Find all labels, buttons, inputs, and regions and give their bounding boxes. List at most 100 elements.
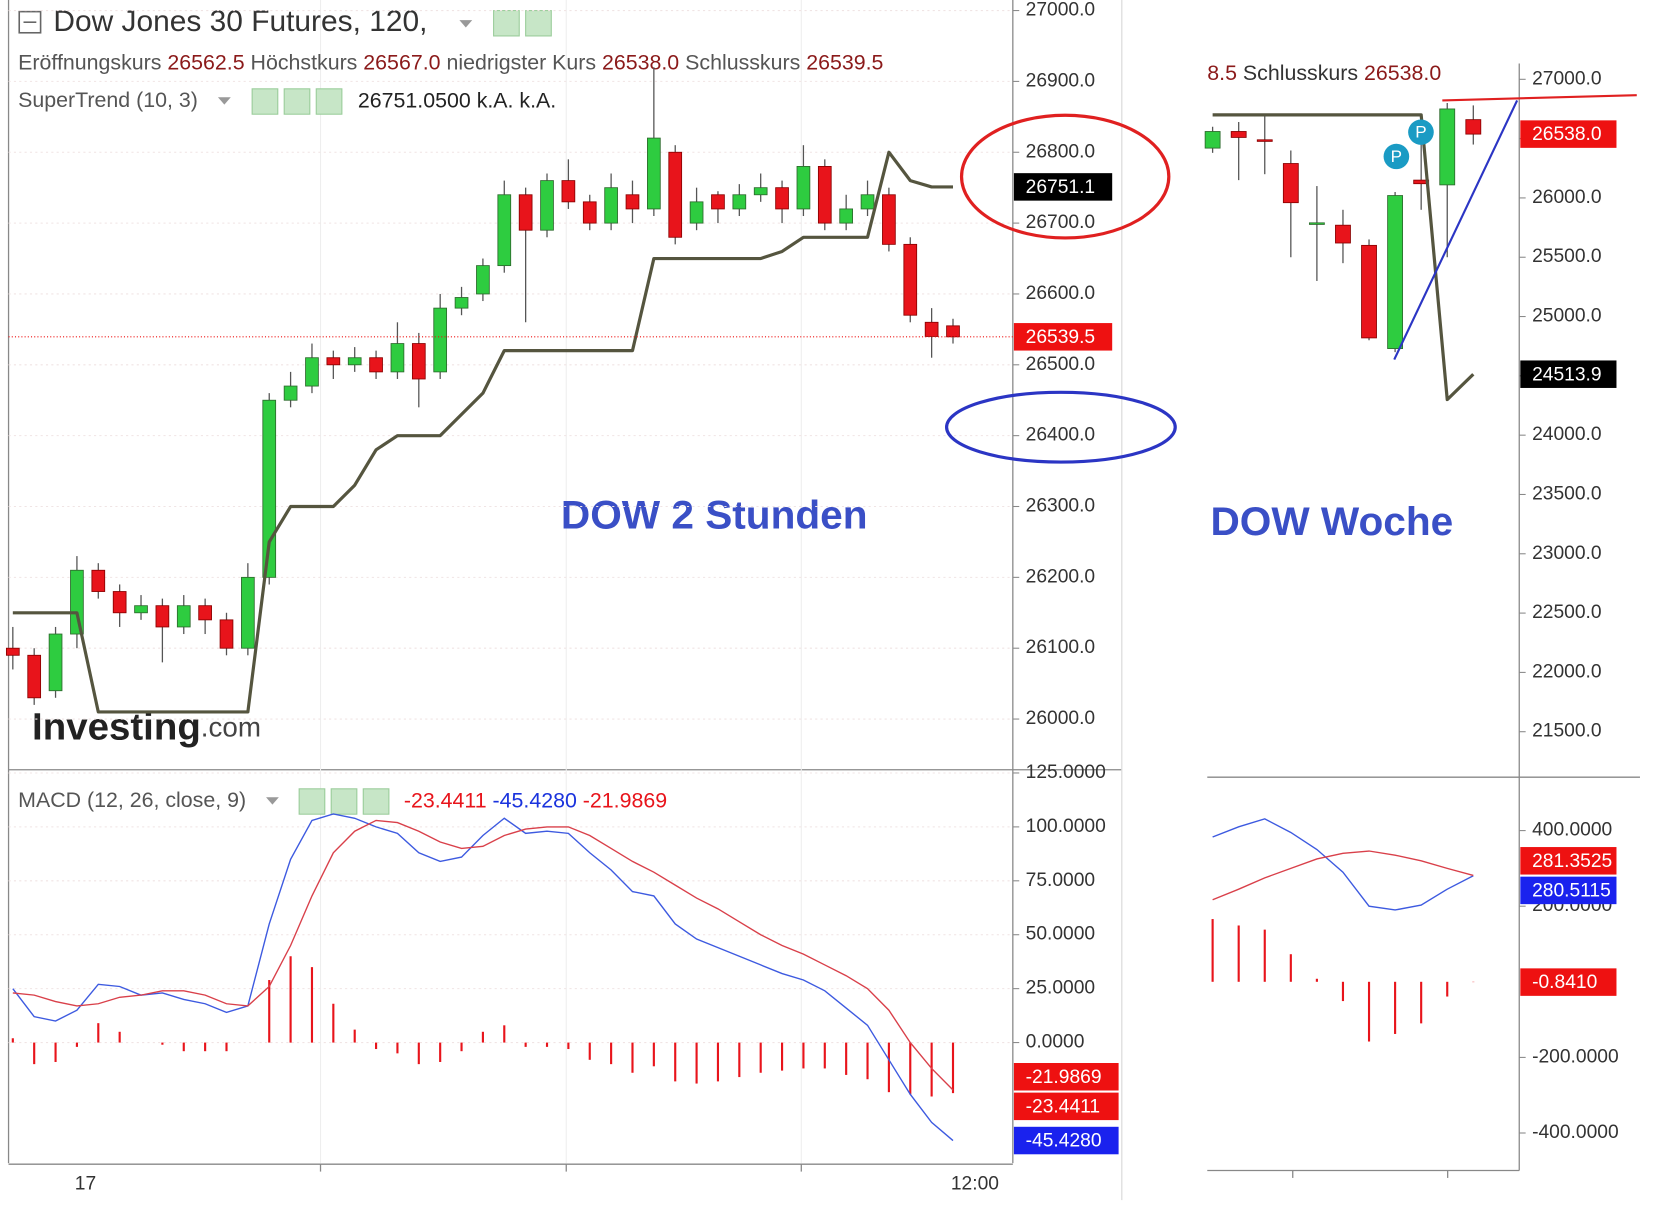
y-tick-label: 25000.0	[1532, 306, 1601, 327]
candle-body	[262, 399, 277, 578]
candle-body	[668, 151, 683, 238]
legend-value: 26567.0	[363, 50, 440, 74]
candle-body	[604, 187, 618, 224]
macd-values: -23.4411 -45.4280 -21.9869	[404, 788, 667, 812]
candle-body	[411, 343, 426, 380]
indicator-value: 26751.0500	[358, 88, 471, 112]
y-tick-label: 26800.0	[1026, 141, 1095, 162]
y-tick-label: 26300.0	[1026, 496, 1095, 517]
price-tag-label: 26751.1	[1026, 177, 1095, 198]
ohlc-legend: Eröffnungskurs 26562.5 Höchstkurs 26567.…	[18, 50, 883, 74]
candle-body	[839, 208, 854, 224]
candle-body	[283, 385, 298, 401]
legend-value: 26538.0	[602, 50, 679, 74]
candle-body	[1308, 222, 1325, 225]
y-tick-label: 22500.0	[1532, 602, 1601, 623]
candle-body	[689, 201, 704, 224]
candle-body	[540, 180, 554, 231]
candle-body	[176, 605, 191, 628]
y-tick-label: 50.0000	[1026, 924, 1095, 945]
price-tag-label: -23.4411	[1026, 1097, 1100, 1118]
price-tag	[1520, 876, 1617, 905]
legend-name: Eröffnungskurs	[18, 50, 161, 74]
candle-body	[390, 343, 405, 373]
price-tag-label: 24513.9	[1532, 364, 1601, 385]
candle-body	[454, 297, 469, 309]
frame	[7, 0, 1640, 1201]
candle-body	[711, 194, 725, 210]
candle-body	[1439, 108, 1456, 186]
candle-body	[241, 576, 255, 649]
candle-body	[369, 357, 383, 373]
y-tick-label: 25500.0	[1532, 246, 1601, 267]
price-tag-label: 26539.5	[1026, 327, 1095, 348]
price-tag-label: 280.5115	[1532, 881, 1611, 902]
y-tick-label: 22000.0	[1532, 662, 1601, 683]
candle-body	[305, 357, 319, 387]
candle-body	[518, 194, 533, 231]
candle-body	[903, 243, 918, 316]
candle-body	[1204, 131, 1221, 149]
candle-body	[732, 194, 747, 210]
marks: 26000.0 26100.0 26200.0 26300.0 26400.0 26500…	[5, 0, 1619, 1194]
y-tick-label: 27000.0	[1026, 0, 1095, 21]
macd-line	[1212, 850, 1474, 901]
y-tick-label: 26700.0	[1026, 212, 1095, 233]
price-tag	[1013, 323, 1113, 351]
legend-name: Höchstkurs	[251, 50, 358, 74]
y-tick-label: 23000.0	[1532, 543, 1601, 564]
macd-line	[12, 813, 954, 1142]
macd-value: -23.4411	[404, 788, 487, 812]
candle-body	[326, 357, 341, 366]
price-tag-label: -45.4280	[1026, 1131, 1102, 1152]
price-tag	[1520, 360, 1617, 388]
na-label: k.A.	[519, 88, 556, 112]
candle-body	[198, 605, 212, 621]
price-tag-label: -21.9869	[1026, 1067, 1102, 1088]
indicator-line	[12, 150, 954, 714]
candle-body	[219, 619, 234, 649]
candle-body	[1387, 195, 1404, 349]
legend-name: niedrigster Kurs	[446, 50, 596, 74]
candle-body	[1361, 244, 1377, 339]
price-tag	[1013, 1092, 1119, 1121]
macd-value: -21.9869	[583, 788, 667, 812]
legend-name: Schlusskurs	[685, 50, 800, 74]
y-tick-label: -400.0000	[1532, 1122, 1619, 1143]
y-tick-label: 75.0000	[1026, 870, 1095, 891]
candle-body	[796, 166, 811, 210]
candle-body	[5, 647, 20, 656]
y-tick-label: 26200.0	[1026, 566, 1095, 587]
candle-body	[561, 180, 576, 203]
price-tag-label: -0.8410	[1532, 972, 1597, 993]
legend-fragment: 8.5	[1207, 61, 1237, 85]
y-tick-label: 27000.0	[1532, 68, 1601, 89]
y-tick-label: 25.0000	[1026, 978, 1095, 999]
price-tag	[1520, 120, 1617, 148]
indicator-values: 26751.0500 k.A. k.A.	[358, 88, 556, 112]
candle-body	[48, 633, 63, 692]
candle-body	[1230, 131, 1247, 138]
indicator-line	[1212, 113, 1475, 402]
y-tick-label: 0.0000	[1026, 1032, 1085, 1053]
chart-title: Dow Jones 30 Futures, 120,	[53, 5, 427, 38]
macd-value: -45.4280	[493, 788, 577, 812]
candle-body	[347, 357, 362, 366]
hand-drawings	[944, 94, 1637, 464]
candle-body	[882, 194, 896, 245]
marker-label: P	[1391, 147, 1402, 166]
y-tick-label: 26900.0	[1026, 71, 1095, 92]
y-tick-label: 400.0000	[1532, 820, 1612, 841]
candle-body	[817, 166, 832, 224]
candle-body	[155, 605, 170, 628]
candle-body	[70, 569, 84, 635]
candle-body	[946, 325, 960, 338]
legend-value: 26539.5	[806, 50, 883, 74]
y-tick-label: 100.0000	[1026, 816, 1106, 837]
indicator-name: SuperTrend (10, 3)	[18, 88, 198, 112]
candle-body	[775, 187, 789, 210]
candle-body	[91, 569, 106, 592]
candle-body	[1465, 119, 1482, 135]
